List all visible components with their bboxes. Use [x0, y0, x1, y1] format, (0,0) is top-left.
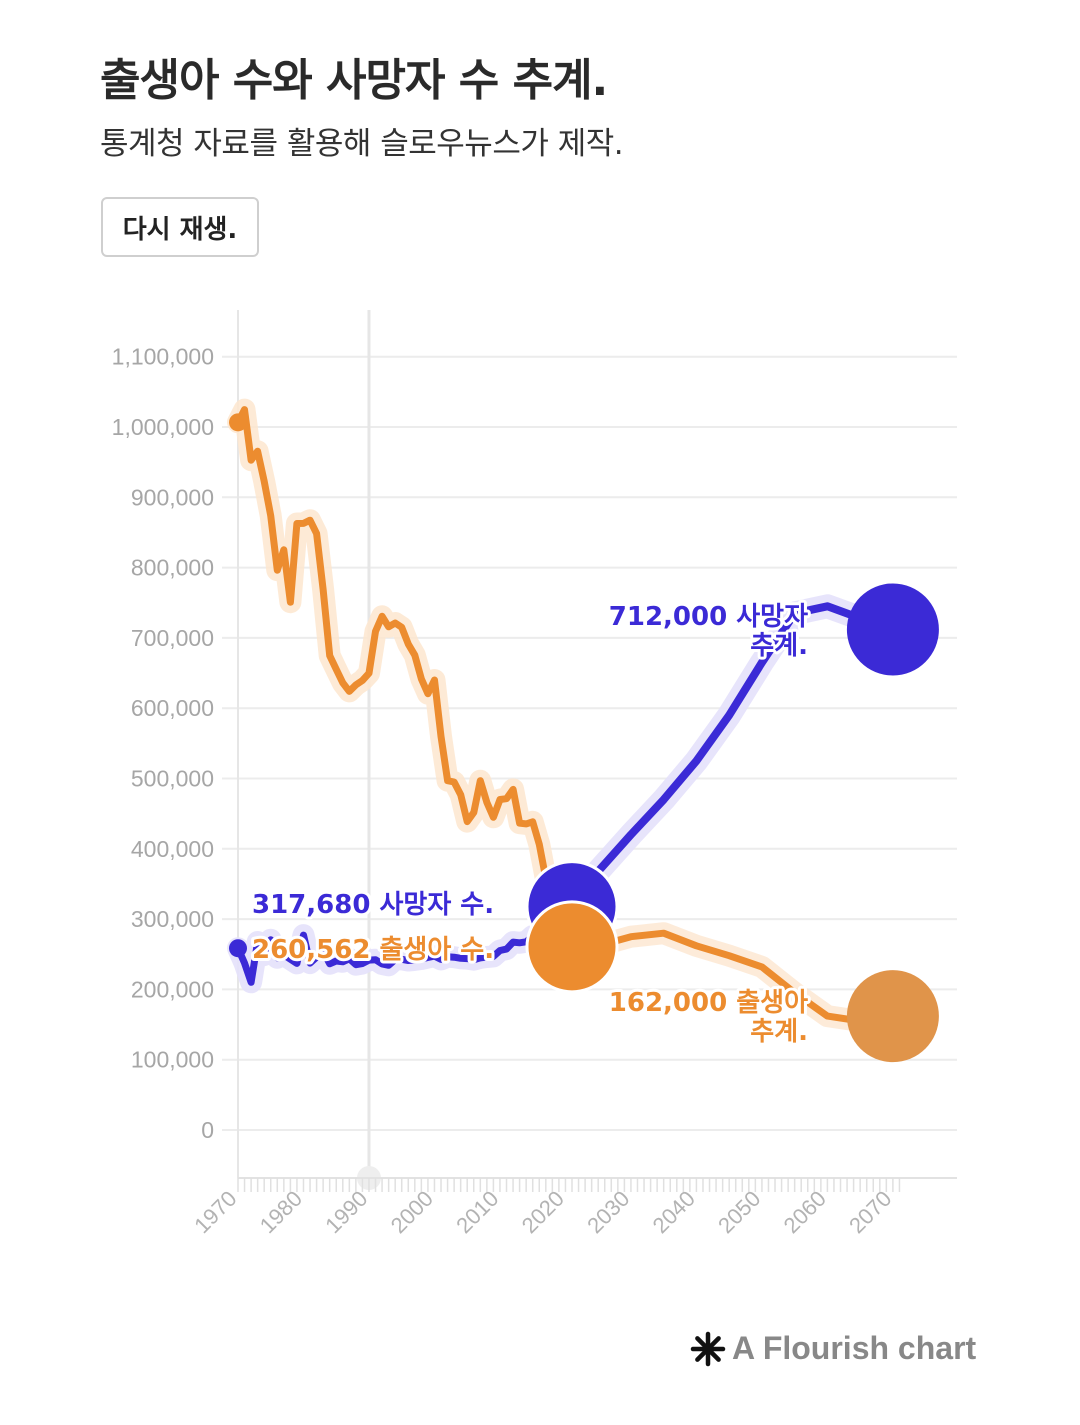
chart-grid	[222, 310, 957, 1190]
deaths-line	[234, 903, 576, 986]
y-tick-label: 400,000	[131, 836, 214, 862]
y-tick-label: 600,000	[131, 695, 214, 721]
chart-points	[229, 413, 939, 1063]
y-tick-label: 900,000	[131, 484, 214, 510]
births-projection-label-2: 추계.	[750, 1017, 808, 1047]
x-tick-label: 1990	[320, 1186, 372, 1238]
deaths-projection-halo	[560, 594, 905, 919]
x-tick-label: 2050	[713, 1186, 765, 1238]
y-tick-label: 200,000	[131, 976, 214, 1002]
births-current-label: 260,562 출생아 수.	[252, 935, 494, 965]
flourish-asterisk-icon	[690, 1331, 726, 1366]
deaths-projection-line	[568, 602, 897, 911]
x-tick-label: 2010	[451, 1186, 503, 1238]
y-tick-label: 1,000,000	[112, 414, 214, 440]
births-projection-label-halo: 162,000 출생아	[609, 988, 808, 1018]
x-tick-label: 2040	[648, 1186, 700, 1238]
y-tick-label: 0	[201, 1117, 214, 1143]
chart-subtitle: 통계청 자료를 활용해 슬로우뉴스가 제작.	[100, 126, 624, 162]
x-tick-label: 2000	[386, 1186, 438, 1238]
births-projection-label: 162,000 출생아	[609, 988, 808, 1018]
y-tick-label: 800,000	[131, 555, 214, 581]
flourish-credit-label: A Flourish chart	[732, 1330, 977, 1366]
deaths-projection-label-halo: 712,000 사망자	[609, 602, 808, 632]
chart-title: 출생아 수와 사망자 수 추계.	[100, 55, 608, 106]
births-current-point	[525, 900, 619, 994]
deaths-projection-label-2: 추계.	[750, 631, 808, 661]
deaths-start-point	[229, 939, 247, 958]
deaths-current-label: 317,680 사망자 수.	[252, 890, 494, 920]
deaths-projection-label: 712,000 사망자	[609, 602, 808, 632]
y-tick-label: 700,000	[131, 625, 214, 651]
line-chart: 0 100,000 200,000 300,000 400,000 500,000 600,…	[112, 310, 957, 1238]
births-current-label-halo: 260,562 출생아 수.	[252, 935, 494, 965]
y-tick-label: 100,000	[131, 1047, 214, 1073]
y-tick-label: 1,100,000	[112, 344, 214, 370]
x-tick-label: 2060	[779, 1186, 831, 1238]
x-axis: 1970 1980 1990 2000 2010 2020 2030 2040 2050 2060…	[189, 1177, 957, 1238]
births-line	[234, 406, 576, 951]
replay-button[interactable]: 다시 재생.	[101, 197, 259, 257]
flourish-credit[interactable]: A Flourish chart	[690, 1330, 976, 1367]
births-projection-line	[568, 929, 897, 1025]
x-tick-label: 2020	[517, 1186, 569, 1238]
y-tick-label: 300,000	[131, 906, 214, 932]
x-tick-label: 2070	[844, 1186, 896, 1238]
x-tick-label: 2030	[582, 1186, 634, 1238]
y-tick-label: 500,000	[131, 766, 214, 792]
births-halo	[227, 398, 583, 958]
x-tick-label: 1980	[255, 1186, 307, 1238]
births-start-point	[229, 413, 247, 432]
y-axis: 0 100,000 200,000 300,000 400,000 500,000 600,…	[112, 344, 214, 1143]
births-projection-label-2-halo: 추계.	[750, 1017, 808, 1047]
x-tick-label: 1970	[189, 1186, 241, 1238]
deaths-projection-label-2-halo: 추계.	[750, 631, 808, 661]
deaths-projection-point	[846, 583, 939, 676]
deaths-current-label-halo: 317,680 사망자 수.	[252, 890, 494, 920]
births-projection-point	[846, 970, 939, 1063]
chart-annotations: 317,680 사망자 수.317,680 사망자 수.260,562 출생아 …	[249, 599, 811, 1050]
chart-series	[227, 398, 905, 1032]
